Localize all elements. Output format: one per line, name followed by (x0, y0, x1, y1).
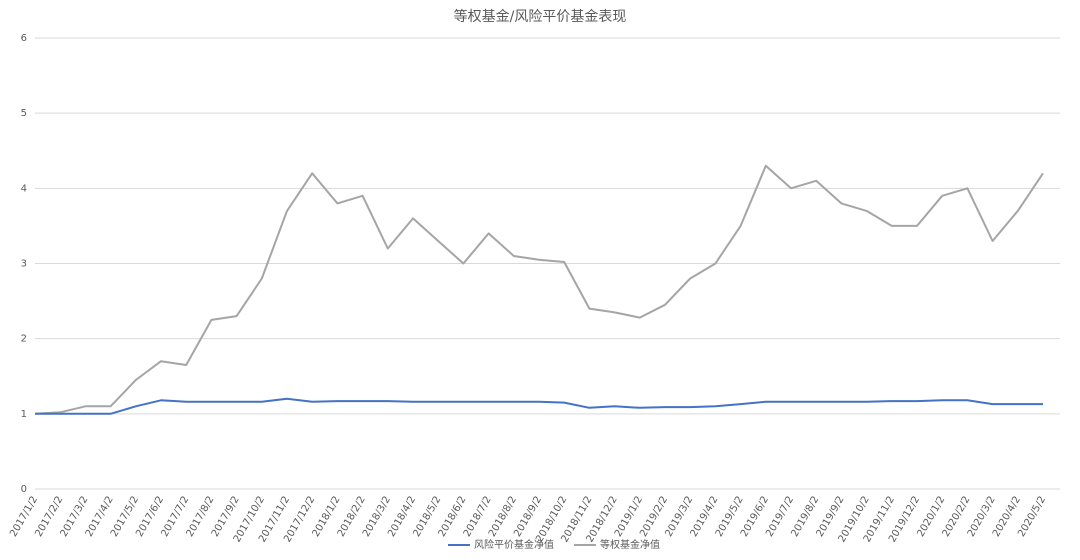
series-line (35, 397, 1043, 415)
y-tick-label: 2 (21, 334, 27, 345)
y-tick-label: 1 (21, 409, 27, 420)
y-tick-label: 4 (21, 183, 27, 194)
chart-title: 等权基金/风险平价基金表现 (454, 8, 627, 25)
y-tick-label: 0 (21, 484, 27, 495)
y-tick-label: 3 (21, 259, 27, 270)
legend-label: 风险平价基金净值 (474, 538, 554, 551)
series-line (34, 164, 1044, 415)
legend-label: 等权基金净值 (600, 538, 660, 551)
y-tick-label: 5 (21, 108, 27, 119)
y-tick-label: 6 (21, 33, 27, 44)
